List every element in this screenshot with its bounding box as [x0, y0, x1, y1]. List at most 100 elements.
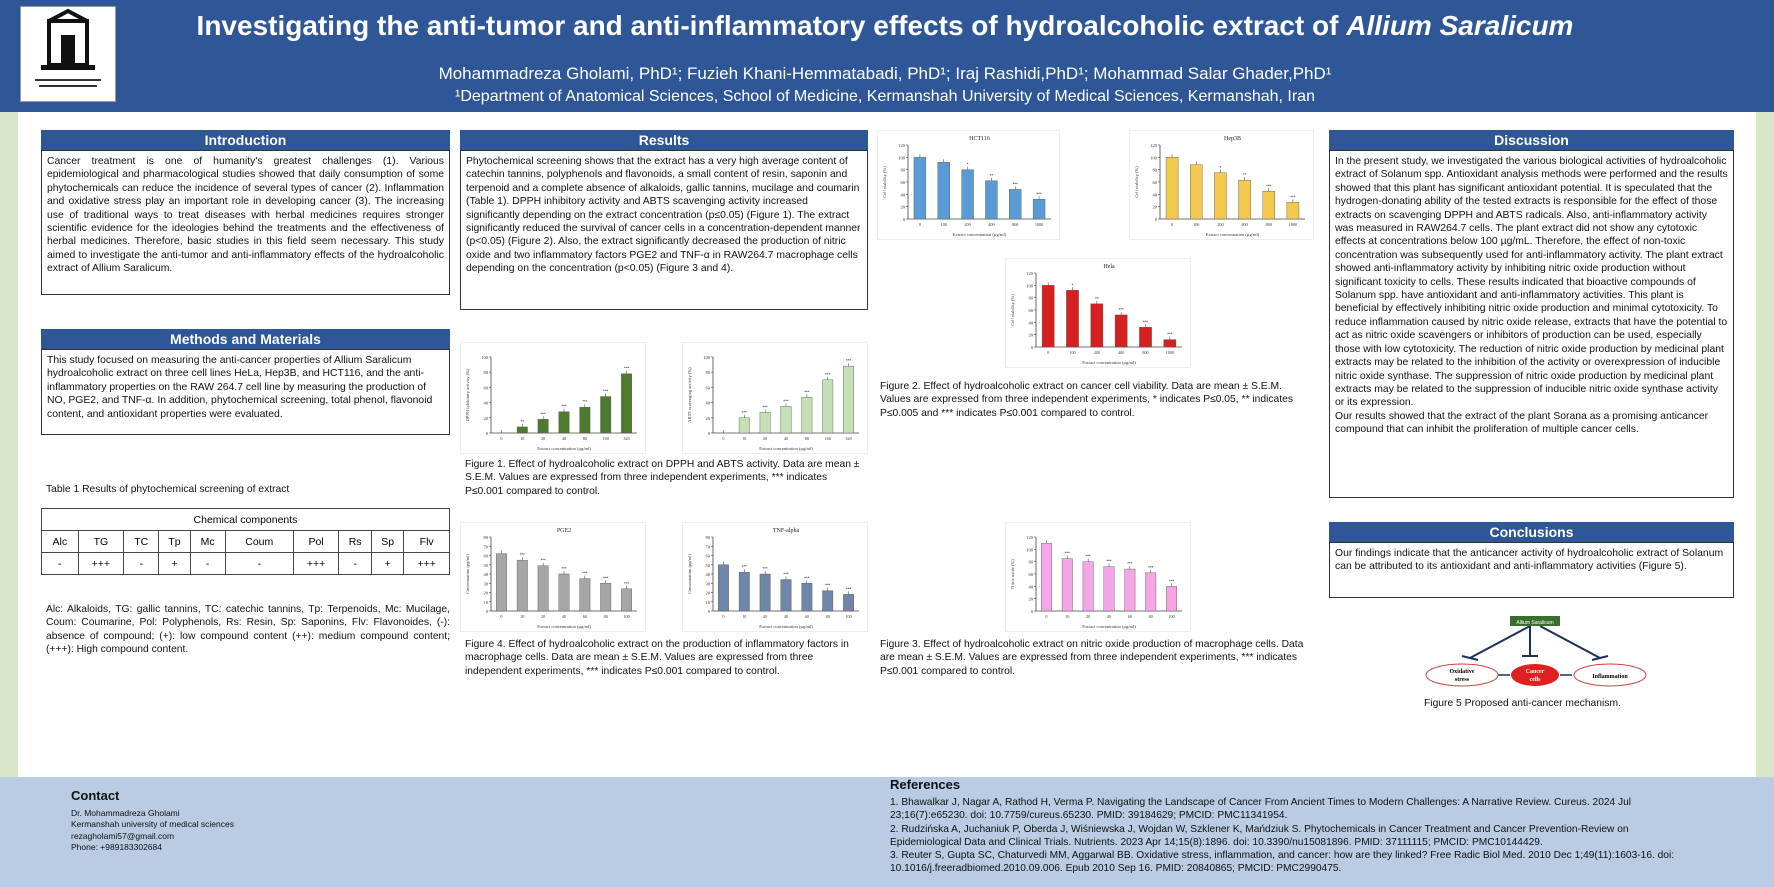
- y-tick-label: 80: [706, 535, 711, 540]
- university-logo: [20, 6, 116, 102]
- x-tick-label: 10: [520, 614, 524, 619]
- y-tick-label: 120: [1026, 271, 1034, 276]
- x-tick-label: 0: [500, 436, 502, 441]
- table-header-row: Alc TG TC Tp Mc Coum Pol Rs Sp Flv: [41, 530, 450, 553]
- significance-label: **: [1095, 296, 1099, 301]
- table-value-cell: +++: [77, 552, 125, 575]
- significance-label: ***: [1143, 319, 1149, 324]
- contact-org: Kermanshah university of medical science…: [71, 819, 234, 829]
- significance-label: ***: [1290, 194, 1296, 199]
- y-tick-label: 0: [486, 609, 489, 614]
- significance-label: ***: [603, 575, 609, 580]
- bar: [1214, 172, 1227, 220]
- bar: [1090, 303, 1104, 348]
- poster-header: Investigating the anti-tumor and anti-in…: [0, 0, 1774, 112]
- x-tick-label: 100: [1193, 222, 1199, 227]
- results-text: Phytochemical screening shows that the e…: [460, 150, 868, 310]
- y-axis-label: DPPH inhibitory activity (%): [465, 368, 470, 421]
- bar: [516, 559, 528, 612]
- significance-label: ***: [624, 581, 630, 586]
- y-axis-label: Cell viability (%): [1134, 166, 1139, 198]
- y-tick-label: 80: [706, 370, 711, 375]
- chart-title: Hep3B: [1224, 136, 1241, 142]
- table-value-cell: -: [41, 552, 79, 575]
- significance-label: ***: [783, 398, 789, 403]
- y-tick-label: 0: [1155, 217, 1158, 222]
- x-tick-label: 0: [722, 614, 724, 619]
- bar: [1041, 285, 1055, 348]
- significance-label: ***: [561, 566, 567, 571]
- y-tick-label: 40: [901, 192, 906, 197]
- y-tick-label: 80: [901, 168, 906, 173]
- bar: [780, 579, 792, 612]
- y-axis-label: ABTS scavenging activity (%): [687, 367, 692, 423]
- methods-heading: Methods and Materials: [41, 329, 450, 349]
- title-main: Investigating the anti-tumor and anti-in…: [196, 10, 1347, 41]
- y-tick-label: 100: [481, 355, 489, 360]
- table-value-row: - +++ - + - - +++ - + +++: [41, 552, 450, 575]
- table-value-cell: +: [158, 552, 191, 575]
- bar: [496, 553, 507, 612]
- y-tick-label: 20: [706, 416, 711, 421]
- x-tick-label: 40: [784, 614, 788, 619]
- y-tick-label: 100: [703, 355, 711, 360]
- y-tick-label: 0: [1031, 609, 1034, 614]
- significance-label: ***: [742, 410, 748, 415]
- inhibit-line-right: [1539, 625, 1601, 659]
- significance-label: ***: [804, 575, 810, 580]
- bar: [579, 406, 591, 434]
- x-tick-label: 100: [623, 614, 629, 619]
- significance-label: ***: [1013, 181, 1019, 186]
- bar: [759, 573, 771, 612]
- y-tick-label: 80: [484, 370, 489, 375]
- y-tick-label: 70: [484, 544, 489, 549]
- introduction-text: Cancer treatment is one of humanity's gr…: [41, 150, 450, 295]
- bar: [780, 406, 792, 434]
- bar: [516, 426, 528, 434]
- bar: [579, 578, 591, 612]
- discussion-text-2: Our results showed that the extract of t…: [1335, 410, 1709, 436]
- bar: [738, 571, 750, 612]
- y-tick-label: 20: [484, 416, 489, 421]
- table-header-cell: Pol: [292, 530, 340, 553]
- bar: [843, 594, 854, 612]
- table-header-cell: Alc: [41, 530, 79, 553]
- y-axis-label: Cell viability (%): [1010, 294, 1015, 326]
- x-axis-label: Extract concentration (µg/ml): [537, 624, 591, 629]
- significance-label: **: [521, 419, 525, 424]
- chart-dpph: 0 20 40 60 80 100 Extract concentration (µg/ml…: [460, 342, 646, 454]
- x-tick-label: 20: [541, 614, 545, 619]
- y-axis-label: Nitric oxide (%): [1010, 559, 1015, 589]
- significance-label: ***: [1036, 191, 1042, 196]
- x-tick-label: 1000: [1166, 350, 1174, 355]
- table-value-cell: +++: [292, 552, 340, 575]
- bar: [1139, 327, 1152, 348]
- bar: [1145, 572, 1157, 612]
- discussion-body: In the present study, we investigated th…: [1329, 150, 1734, 498]
- x-axis-label: Extract concentration (µg/ml): [759, 446, 813, 451]
- significance-label: ***: [1065, 551, 1071, 556]
- y-tick-label: 100: [1150, 155, 1158, 160]
- significance-label: ***: [742, 564, 748, 569]
- bar: [1124, 568, 1136, 612]
- x-tick-label: 800: [1142, 350, 1148, 355]
- x-tick-label: 200: [1217, 222, 1223, 227]
- bar: [1190, 164, 1203, 220]
- extract-label: Allium Saralicum: [1516, 620, 1553, 626]
- x-tick-label: 100: [1069, 350, 1075, 355]
- chart-title: Hela: [1103, 264, 1115, 270]
- table-value-cell: -: [123, 552, 160, 575]
- x-tick-label: 0: [1171, 222, 1173, 227]
- x-tick-label: 80: [826, 614, 830, 619]
- table1-caption: Table 1 Results of phytochemical screeni…: [46, 484, 290, 495]
- table-value-cell: -: [338, 552, 372, 575]
- x-axis-label: Extract concentration (µg/ml): [759, 624, 813, 629]
- x-tick-label: 20: [1086, 614, 1090, 619]
- y-axis-label: Concentration (pg/ml): [465, 553, 470, 594]
- bar: [718, 564, 729, 612]
- significance-label: ***: [582, 571, 588, 576]
- x-tick-label: 40: [1107, 614, 1111, 619]
- contact-email[interactable]: rezagholami57@gmail.com: [71, 830, 175, 841]
- x-tick-label: 400: [1118, 350, 1124, 355]
